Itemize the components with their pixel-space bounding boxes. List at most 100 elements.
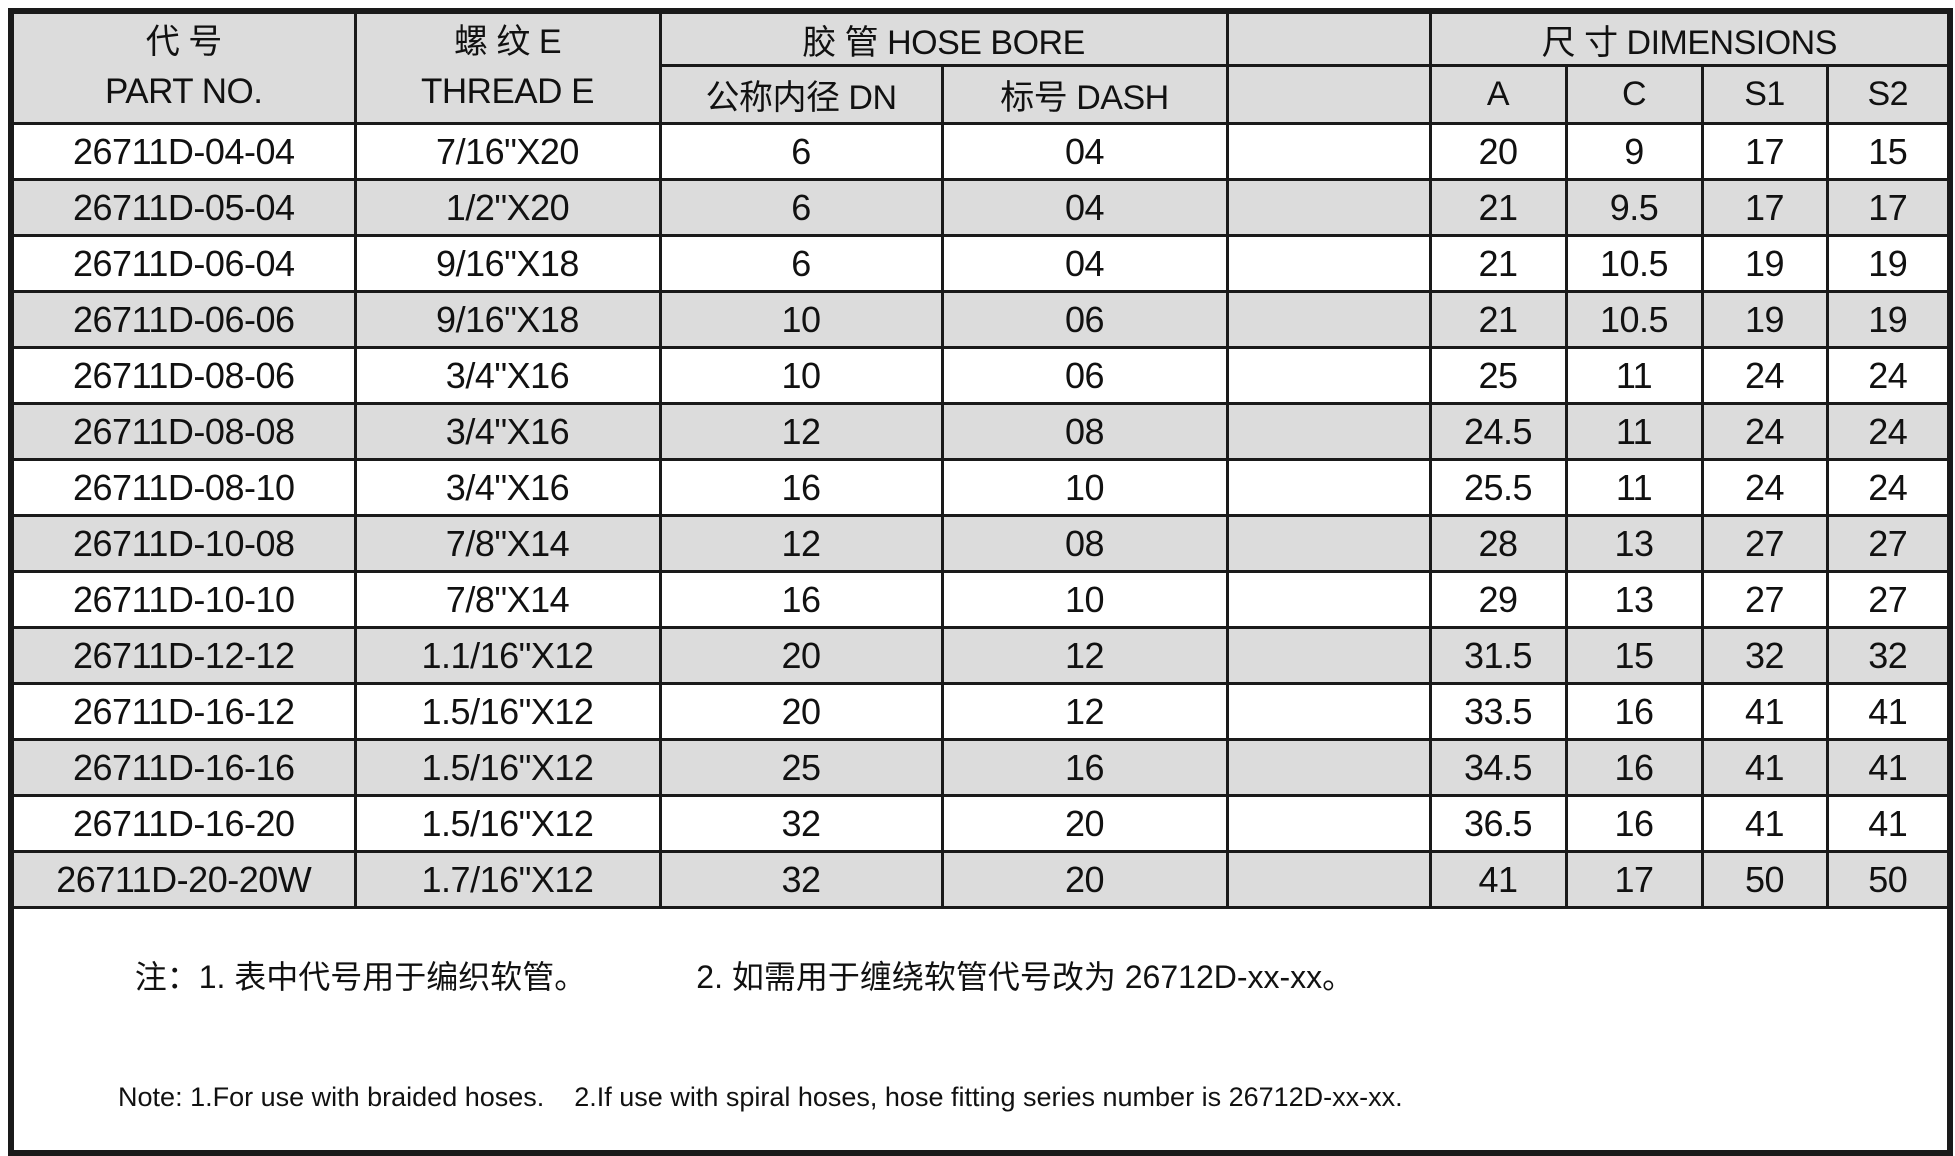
cell-part: 26711D-06-04 — [9, 234, 357, 293]
cell-c: 9.5 — [1564, 178, 1704, 237]
cell-c: 16 — [1564, 682, 1704, 741]
empty-header-bottom — [1225, 64, 1432, 125]
table-row: 26711D-08-10 3/4"X16 16 10 25.5 11 24 24 — [9, 458, 1952, 517]
cell-dn: 16 — [658, 570, 944, 629]
cell-a: 20 — [1428, 122, 1568, 181]
cell-dn: 10 — [658, 346, 944, 405]
cell-thread: 7/8"X14 — [353, 570, 662, 629]
cell-thread: 1/2"X20 — [353, 178, 662, 237]
cell-a: 25 — [1428, 346, 1568, 405]
cell-part: 26711D-06-06 — [9, 290, 357, 349]
cell-a: 28 — [1428, 514, 1568, 573]
empty-cell — [1225, 178, 1432, 237]
thread-label-zh: 螺 纹 E — [453, 22, 562, 61]
catalog-page: 代 号 PART NO. 螺 纹 E THREAD E 胶 管 HOSE BOR… — [8, 8, 1953, 1156]
cell-s1: 24 — [1700, 346, 1829, 405]
cell-dash: 04 — [940, 234, 1229, 293]
empty-cell — [1225, 514, 1432, 573]
cell-s2: 15 — [1825, 122, 1952, 181]
empty-cell — [1225, 570, 1432, 629]
table-row: 26711D-16-16 1.5/16"X12 25 16 34.5 16 41 41 — [9, 738, 1952, 797]
cell-dash: 12 — [940, 626, 1229, 685]
cell-c: 10.5 — [1564, 290, 1704, 349]
cell-c: 11 — [1564, 458, 1704, 517]
table-row: 26711D-08-06 3/4"X16 10 06 25 11 24 24 — [9, 346, 1952, 405]
empty-cell — [1225, 794, 1432, 853]
note-en-2: 2.If use with spiral hoses, hose fitting… — [574, 1082, 1403, 1112]
cell-a: 41 — [1428, 850, 1568, 909]
cell-dn: 32 — [658, 794, 944, 853]
cell-part: 26711D-10-10 — [9, 570, 357, 629]
header-row-2: 公称内径 DN 标号 DASH A C S1 S2 — [11, 64, 1952, 125]
cell-thread: 9/16"X18 — [353, 234, 662, 293]
cell-dash: 04 — [940, 122, 1229, 181]
col-header-s2: S2 — [1825, 64, 1952, 125]
table-row: 26711D-12-12 1.1/16"X12 20 12 31.5 15 32 32 — [9, 626, 1952, 685]
empty-cell — [1225, 346, 1432, 405]
cell-dn: 6 — [658, 234, 944, 293]
cell-part: 26711D-16-16 — [9, 738, 357, 797]
table-row: 26711D-08-08 3/4"X16 12 08 24.5 11 24 24 — [9, 402, 1952, 461]
cell-part: 26711D-12-12 — [9, 626, 357, 685]
cell-a: 31.5 — [1428, 626, 1568, 685]
cell-thread: 7/16"X20 — [353, 122, 662, 181]
thread-label-en: THREAD E — [421, 72, 594, 112]
cell-dash: 10 — [940, 458, 1229, 517]
cell-part: 26711D-10-08 — [9, 514, 357, 573]
cell-s1: 50 — [1700, 850, 1829, 909]
cell-c: 15 — [1564, 626, 1704, 685]
cell-s2: 24 — [1825, 402, 1952, 461]
col-header-part-no: 代 号 PART NO. — [9, 9, 357, 125]
cell-thread: 1.5/16"X12 — [353, 682, 662, 741]
cell-dash: 08 — [940, 514, 1229, 573]
cell-thread: 7/8"X14 — [353, 514, 662, 573]
cell-s1: 41 — [1700, 682, 1829, 741]
empty-cell — [1225, 850, 1432, 909]
note-zh-1: 注：1. 表中代号用于编织软管。 — [134, 959, 587, 995]
table-row: 26711D-04-04 7/16"X20 6 04 20 9 17 15 — [9, 122, 1952, 181]
cell-c: 17 — [1564, 850, 1704, 909]
col-header-dn: 公称内径 DN — [658, 64, 944, 125]
cell-a: 25.5 — [1428, 458, 1568, 517]
table-row: 26711D-05-04 1/2"X20 6 04 21 9.5 17 17 — [9, 178, 1952, 237]
col-header-s1: S1 — [1700, 64, 1829, 125]
cell-s2: 27 — [1825, 514, 1952, 573]
empty-cell — [1225, 738, 1432, 797]
cell-a: 21 — [1428, 178, 1568, 237]
cell-s2: 32 — [1825, 626, 1952, 685]
notes-row: 注：1. 表中代号用于编织软管。 2. 如需用于缠绕软管代号改为 26712D-x… — [9, 906, 1952, 1155]
cell-s2: 27 — [1825, 570, 1952, 629]
cell-dn: 32 — [658, 850, 944, 909]
cell-dn: 16 — [658, 458, 944, 517]
cell-thread: 3/4"X16 — [353, 458, 662, 517]
cell-s2: 24 — [1825, 346, 1952, 405]
cell-thread: 9/16"X18 — [353, 290, 662, 349]
col-header-a: A — [1428, 64, 1568, 125]
empty-cell — [1225, 290, 1432, 349]
cell-dash: 20 — [940, 794, 1229, 853]
cell-s1: 27 — [1700, 570, 1829, 629]
notes-cell: 注：1. 表中代号用于编织软管。 2. 如需用于缠绕软管代号改为 26712D-x… — [9, 906, 1952, 1155]
empty-cell — [1225, 122, 1432, 181]
cell-c: 13 — [1564, 570, 1704, 629]
col-header-hose-bore: 胶 管 HOSE BORE — [658, 9, 1229, 67]
cell-dn: 20 — [658, 626, 944, 685]
cell-dash: 06 — [940, 346, 1229, 405]
cell-dn: 10 — [658, 290, 944, 349]
cell-c: 16 — [1564, 794, 1704, 853]
cell-part: 26711D-08-06 — [9, 346, 357, 405]
cell-dash: 06 — [940, 290, 1229, 349]
cell-dn: 25 — [658, 738, 944, 797]
cell-part: 26711D-20-20W — [9, 850, 357, 909]
cell-dash: 20 — [940, 850, 1229, 909]
empty-cell — [1225, 682, 1432, 741]
cell-part: 26711D-16-20 — [9, 794, 357, 853]
cell-dn: 6 — [658, 122, 944, 181]
empty-cell — [1225, 402, 1432, 461]
cell-dash: 10 — [940, 570, 1229, 629]
table-row: 26711D-20-20W 1.7/16"X12 32 20 41 17 50 50 — [9, 850, 1952, 909]
cell-dn: 6 — [658, 178, 944, 237]
cell-s2: 24 — [1825, 458, 1952, 517]
cell-dash: 04 — [940, 178, 1229, 237]
cell-part: 26711D-16-12 — [9, 682, 357, 741]
